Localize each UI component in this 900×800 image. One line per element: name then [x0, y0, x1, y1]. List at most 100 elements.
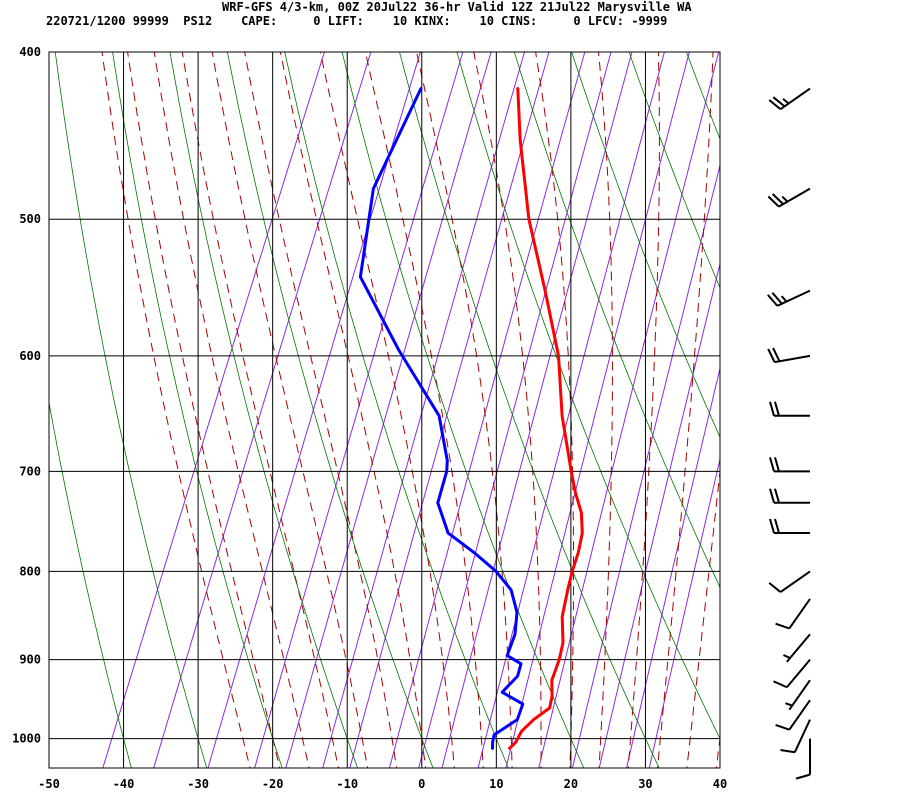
mixing-ratio-line: [349, 52, 550, 768]
x-tick-label: -30: [187, 777, 209, 791]
mixing-ratio-line: [418, 52, 612, 768]
mixing-ratio-line: [388, 52, 586, 768]
x-tick-label: -20: [262, 777, 284, 791]
wind-barb-shaft: [788, 598, 811, 630]
x-tick-label: 30: [638, 777, 652, 791]
wind-barb: [769, 488, 810, 504]
wind-barb-shaft: [793, 719, 811, 753]
x-tick-label: 10: [489, 777, 503, 791]
mixing-ratio-line: [322, 52, 526, 768]
mixing-ratio-line: [538, 52, 720, 768]
dry-adiabat-line: [112, 52, 283, 768]
dry-adiabat-line: [785, 14, 900, 776]
wind-barb: [768, 570, 811, 593]
wind-barb-shaft: [776, 289, 811, 307]
dry-adiabat-line: [226, 52, 434, 768]
wind-barb: [769, 457, 810, 473]
moist-adiabat-line: [686, 467, 720, 768]
wind-barb-flag: [767, 294, 779, 307]
wind-barb-half-flag: [781, 195, 789, 203]
mixing-ratio-line: [626, 366, 720, 768]
wind-barb-flag: [769, 401, 775, 417]
moist-adiabat-line: [364, 52, 484, 768]
y-tick-label: 700: [19, 464, 41, 478]
wind-barb: [780, 719, 811, 754]
wind-barb-flag: [774, 518, 780, 534]
temperature-profile-line: [508, 87, 584, 750]
wind-barb-flag: [774, 457, 780, 472]
mixing-ratio-line: [505, 52, 690, 768]
dry-adiabat-line: [284, 52, 509, 768]
mixing-ratio-line: [477, 52, 665, 768]
wind-barb: [773, 659, 811, 689]
x-tick-label: 40: [713, 777, 727, 791]
moist-adiabat-line: [597, 52, 613, 768]
moist-adiabat-line: [627, 52, 660, 768]
wind-barb-flag: [775, 723, 790, 731]
wind-barb: [775, 699, 811, 731]
dry-adiabat-line: [842, 14, 900, 776]
wind-barbs: [767, 87, 811, 780]
wind-barb: [785, 679, 811, 711]
y-tick-label: 600: [19, 349, 41, 363]
moist-adiabat-line: [244, 52, 398, 768]
moist-adiabats: [101, 52, 720, 768]
wind-barb: [767, 347, 811, 364]
wind-barb-shaft: [779, 87, 811, 111]
wind-barb-flag: [769, 488, 775, 504]
mixing-ratio-line: [648, 457, 720, 768]
wind-barb-flag: [769, 518, 775, 534]
wind-barb-flag: [768, 99, 782, 110]
wind-barb-shaft: [788, 699, 811, 731]
mixing-ratio-line: [102, 52, 325, 768]
chart-title: WRF-GFS 4/3-km, 00Z 20Jul22 36-hr Valid …: [222, 0, 692, 14]
plot-frame: [48, 51, 721, 769]
mixing-ratio-line: [285, 52, 492, 768]
wind-barb-shaft: [779, 570, 811, 593]
wind-barb-flag: [771, 292, 783, 305]
dry-adiabat-line: [169, 52, 359, 768]
dry-adiabat-line: [399, 52, 660, 768]
wind-barb-flag: [774, 401, 780, 417]
wind-barb-half-flag: [780, 295, 788, 303]
sounding-profiles: [358, 87, 584, 750]
dry-adiabat-line: [49, 400, 132, 768]
mixing-ratio-line: [571, 163, 720, 768]
wind-barb: [767, 187, 811, 208]
y-tick-label: 800: [19, 564, 41, 578]
x-tick-label: -10: [336, 777, 358, 791]
moist-adiabat-line: [211, 52, 369, 768]
moist-adiabat-line: [715, 734, 720, 768]
wind-barb-flag: [780, 748, 795, 754]
sounding-indices: 220721/1200 99999 PS12 CAPE: 0 LIFT: 10 …: [46, 14, 668, 28]
wind-barb: [783, 633, 811, 663]
wind-barb: [795, 738, 811, 780]
moist-adiabat-line: [153, 52, 310, 768]
wind-barb-flag: [772, 96, 786, 108]
wind-barb: [775, 598, 811, 630]
wind-barb-flag: [773, 680, 788, 689]
x-tick-label: 20: [564, 777, 578, 791]
wind-barb-shaft: [774, 354, 811, 364]
mixing-ratio-line: [153, 52, 372, 768]
dry-adiabat-line: [341, 52, 585, 768]
moist-adiabat-line: [473, 52, 542, 768]
wind-barb-flag: [795, 773, 811, 780]
moist-adiabat-line: [279, 52, 427, 768]
wind-barb-shaft: [786, 659, 811, 688]
mixing-ratio-line: [441, 52, 633, 768]
wind-barb-shaft: [786, 633, 811, 663]
y-tick-label: 900: [19, 653, 41, 667]
dewpoint-profile-line: [358, 87, 525, 750]
dry-adiabat-line: [456, 52, 720, 740]
wind-barb: [768, 87, 811, 111]
axis-tick-labels: 400 500 600 700 800 900 1000 -50 -40 -30 -20 -10 0 10…: [12, 45, 727, 791]
dry-adiabat-line: [54, 52, 208, 768]
y-tick-label: 1000: [12, 732, 41, 746]
moist-adiabat-line: [127, 52, 281, 768]
y-tick-label: 500: [19, 212, 41, 226]
wind-barb-flag: [772, 347, 781, 362]
wind-barb: [769, 401, 810, 417]
dry-adiabat-line: [513, 52, 720, 589]
